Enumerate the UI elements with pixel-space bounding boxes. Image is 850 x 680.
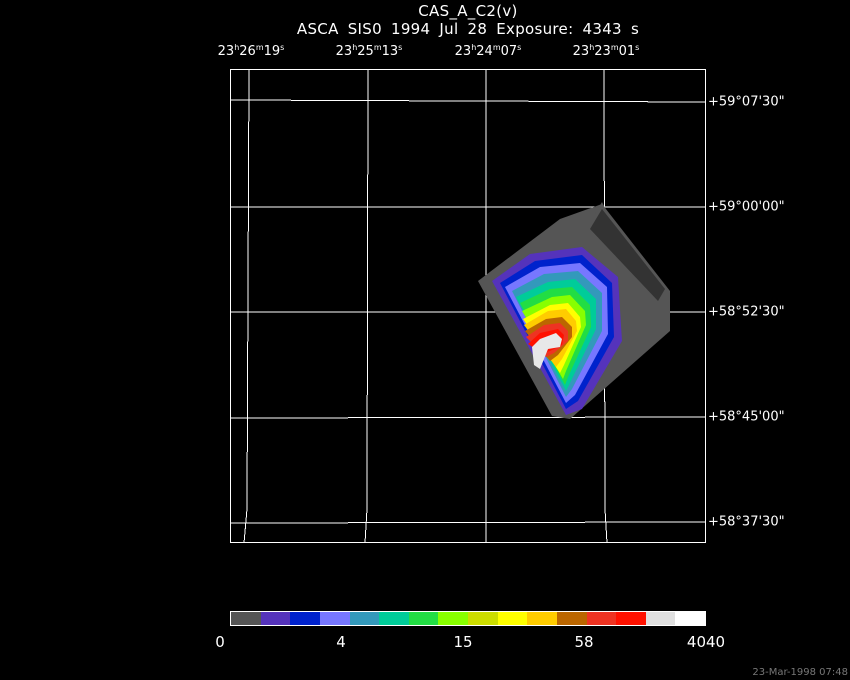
ra-tick-label: 23h24m07s [454,43,522,60]
color-scale-bar [230,611,706,626]
colorbar-label: 4040 [686,633,726,651]
dec-tick-label: +58°45'00" [708,409,785,425]
dec-tick-label: +58°37'30" [708,514,785,530]
colorbar-segment [349,612,380,625]
colorbar-label: 0 [215,633,225,651]
observation-info: ASCA SIS0 1994 Jul 28 Exposure: 4343 s [296,20,640,38]
colorbar-label: 4 [336,633,346,651]
image-title: CAS_A_C2(v) [418,2,518,20]
xray-image [230,69,706,543]
colorbar-segment [497,612,528,625]
ra-tick-label: 23h26m19s [217,43,285,60]
ra-tick-label: 23h25m13s [335,43,403,60]
dec-tick-label: +58°52'30" [708,304,785,320]
dec-tick-label: +59°07'30" [708,94,785,110]
colorbar-segment [408,612,439,625]
colorbar-segment [319,612,350,625]
colorbar-segment [260,612,291,625]
colorbar-segment [616,612,646,625]
colorbar-segment [527,612,557,625]
colorbar-label: 58 [574,633,594,651]
colorbar-segment [645,612,676,625]
colorbar-segment [379,612,409,625]
colorbar-segment [468,612,498,625]
colorbar-segment [438,612,468,625]
dec-tick-label: +59°00'00" [708,199,785,215]
colorbar-segment [556,612,587,625]
plot-frame [230,69,706,543]
xray-emission-region [478,202,670,419]
timestamp: 23-Mar-1998 07:48 [752,667,848,678]
colorbar-segment [586,612,617,625]
colorbar-segment [290,612,320,625]
colorbar-segment [675,612,705,625]
colorbar-label: 15 [453,633,473,651]
colorbar-segment [231,612,261,625]
ra-tick-label: 23h23m01s [572,43,640,60]
